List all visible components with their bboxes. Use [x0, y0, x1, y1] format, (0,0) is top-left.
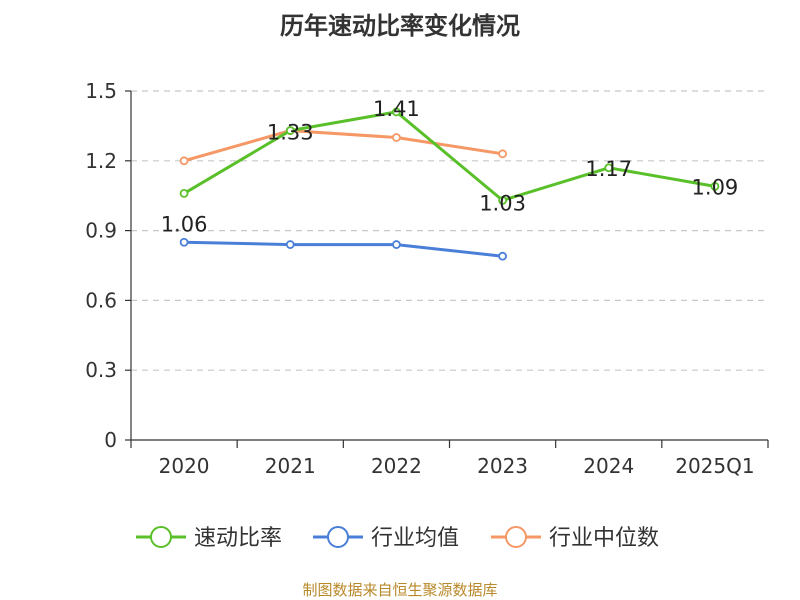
source-note: 制图数据来自恒生聚源数据库	[302, 581, 497, 599]
grid	[131, 90, 768, 371]
x-tick-label: 2022	[371, 454, 422, 478]
x-tick-label: 2025Q1	[675, 454, 754, 478]
x-tick-label: 2020	[159, 454, 210, 478]
series	[179, 107, 720, 261]
data-labels: 1.06 1.33 1.41 1.03 1.17 1.09	[161, 97, 739, 236]
legend-label: 行业均值	[371, 526, 459, 551]
y-tick-label: 0	[104, 428, 117, 452]
x-tick-label: 2023	[477, 454, 528, 478]
y-tick-label: 0.3	[85, 358, 117, 382]
data-point	[179, 237, 189, 247]
x-tick-label: 2024	[583, 454, 634, 478]
data-label: 1.33	[267, 121, 314, 145]
data-label: 1.17	[585, 157, 632, 181]
series-line	[184, 240, 503, 258]
series-line	[183, 129, 503, 163]
data-label: 1.06	[161, 212, 208, 236]
series-line	[183, 110, 716, 202]
data-point	[498, 251, 507, 261]
data-point	[285, 240, 295, 249]
data-point	[710, 181, 720, 191]
data-point	[179, 156, 189, 166]
data-point	[392, 107, 401, 117]
legend-marker	[150, 526, 172, 548]
legend-label: 速动比率	[194, 526, 282, 551]
y-tick-label: 0.9	[85, 219, 117, 243]
data-point	[179, 188, 189, 198]
data-point	[392, 240, 401, 249]
y-tick-label: 0.6	[85, 288, 117, 312]
y-tick-label: 1.5	[85, 79, 117, 103]
x-tick-label: 2021	[265, 454, 316, 478]
chart-title: 历年速动比率变化情况	[280, 12, 520, 40]
data-label: 1.03	[479, 191, 526, 215]
axes: 0 0.3 0.6 0.9 1.2 1.5 2020 2021 2022 2023 2024 2025…	[85, 79, 769, 478]
data-point	[285, 126, 295, 135]
data-point	[392, 133, 401, 142]
data-label: 1.09	[692, 175, 739, 199]
legend: 速动比率 行业均值 行业中位数	[136, 526, 659, 551]
legend-label: 行业中位数	[549, 526, 659, 551]
data-point	[498, 149, 507, 159]
data-label: 1.41	[373, 97, 420, 121]
y-tick-label: 1.2	[85, 149, 117, 173]
data-point	[498, 195, 507, 205]
legend-marker	[327, 526, 349, 548]
legend-marker	[505, 526, 527, 548]
data-point	[604, 163, 614, 173]
